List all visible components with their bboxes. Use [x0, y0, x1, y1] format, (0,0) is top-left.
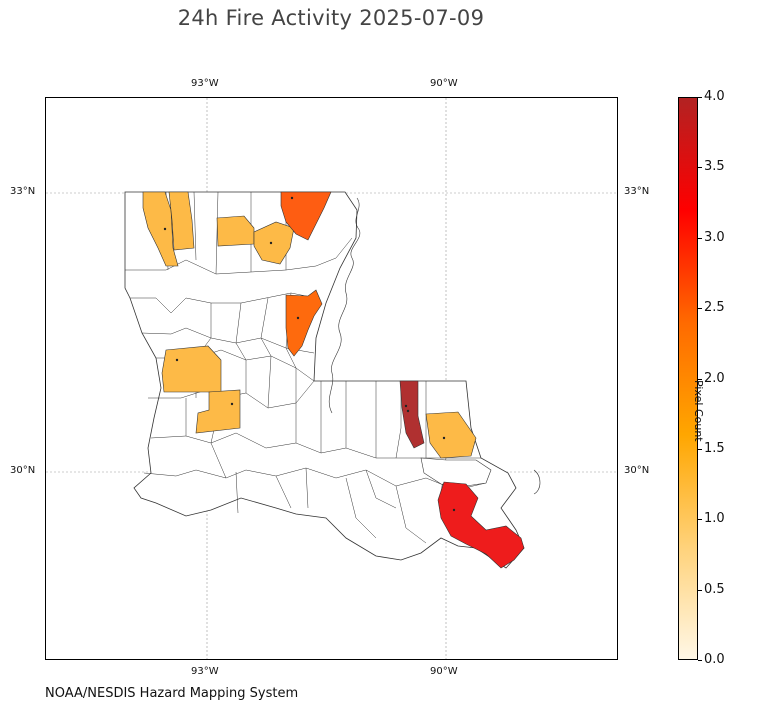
parish-fire-6 [161, 345, 222, 393]
colorbar-tick-mark [698, 237, 702, 239]
mississippi-river [328, 197, 361, 414]
map-title: 24h Fire Activity 2025-07-09 [177, 6, 485, 30]
parish-fire-9 [425, 411, 477, 459]
colorbar-tick-mark [698, 378, 702, 380]
parish-fire-5 [285, 289, 323, 357]
fire-point [296, 316, 300, 320]
parish-boundaries [125, 191, 487, 544]
colorbar-tick-mark [698, 97, 702, 98]
colorbar-tick-mark [698, 167, 702, 169]
source-credit: NOAA/NESDIS Hazard Mapping System [45, 686, 299, 701]
parish-fire-10 [437, 481, 525, 569]
parish-fire-1 [168, 191, 195, 251]
colorbar-tick-label: 2.0 [704, 370, 725, 386]
fire-point [404, 404, 408, 408]
lat-tick-right-33n: 33°N [624, 186, 650, 197]
colorbar-tick-label: 3.0 [704, 229, 725, 245]
colorbar-tick-mark [698, 589, 702, 591]
colorbar-label: Pixel Count [692, 380, 705, 442]
lon-tick-top-93w: 93°W [191, 78, 219, 89]
parish-fire-0 [142, 191, 179, 267]
parish-fire-7 [195, 389, 241, 434]
map-canvas [46, 98, 617, 659]
parish-fire-8 [399, 380, 425, 449]
lat-tick-left-33n: 33°N [10, 186, 36, 197]
colorbar-tick-mark [698, 519, 702, 521]
lon-tick-top-90w: 90°W [430, 78, 458, 89]
lake-outline [420, 457, 492, 487]
fire-point [290, 196, 294, 200]
parish-fire-3 [253, 221, 295, 265]
colorbar-tick-label: 4.0 [704, 89, 725, 104]
fire-point [163, 227, 167, 231]
fire-point [452, 508, 456, 512]
lat-tick-left-30n: 30°N [10, 465, 36, 476]
fire-point [175, 358, 179, 362]
fire-detections [163, 196, 456, 512]
fire-point [230, 402, 234, 406]
colorbar-tick-label: 1.0 [704, 511, 725, 527]
lat-tick-right-30n: 30°N [624, 465, 650, 476]
colorbar [678, 97, 698, 660]
louisiana-outline [124, 191, 525, 569]
fire-point [269, 241, 273, 245]
lon-tick-bottom-93w: 93°W [191, 666, 219, 677]
parish-fire-4 [280, 191, 332, 241]
colorbar-tick-label: 0.0 [704, 652, 725, 667]
fire-point [442, 436, 446, 440]
colorbar-tick-mark [698, 660, 702, 661]
colorbar-tick-label: 0.5 [704, 581, 725, 597]
colorbar-tick-mark [698, 308, 702, 310]
map-panel [45, 97, 618, 660]
colorbar-tick-label: 1.5 [704, 440, 725, 456]
coast-islands [533, 469, 541, 495]
colorbar-tick-label: 3.5 [704, 159, 725, 175]
lon-tick-bottom-90w: 90°W [430, 666, 458, 677]
colorbar-tick-mark [698, 448, 702, 450]
colorbar-tick-label: 2.5 [704, 300, 725, 316]
fire-point [406, 409, 410, 413]
